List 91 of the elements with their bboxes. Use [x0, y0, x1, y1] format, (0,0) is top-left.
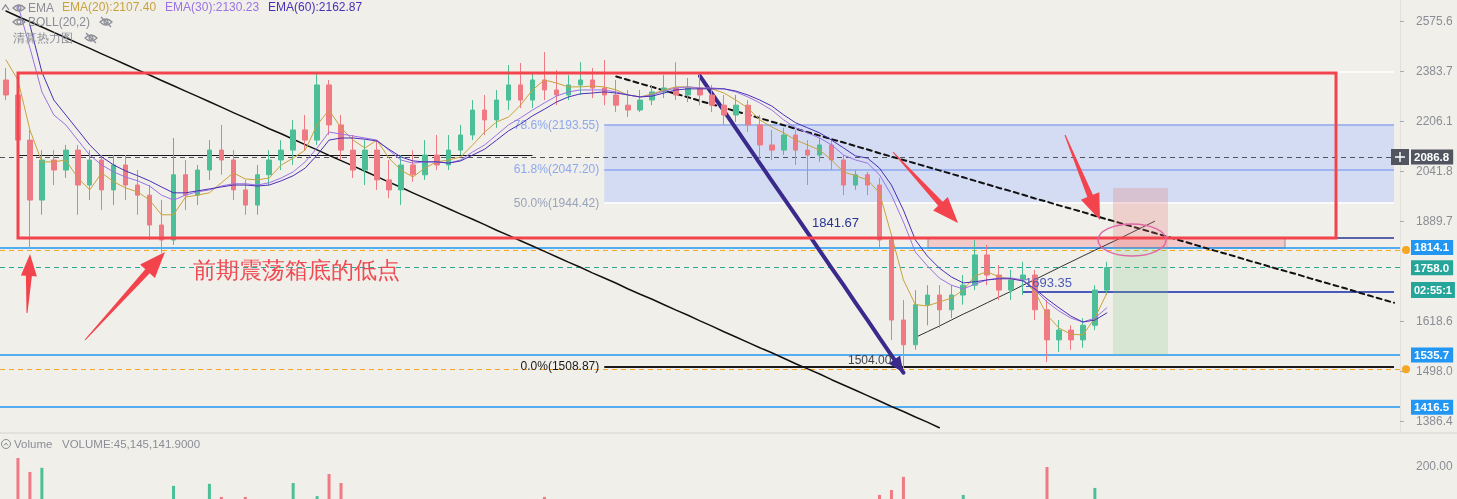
bar	[16, 458, 20, 499]
candlestick	[51, 149, 57, 186]
candlestick	[219, 124, 224, 176]
bar	[40, 467, 44, 499]
candlestick	[554, 69, 559, 106]
candlestick	[39, 149, 45, 216]
candlestick	[625, 89, 631, 118]
bar	[243, 496, 247, 499]
bar	[901, 476, 905, 499]
y-tick-label: 2383.7	[1416, 64, 1454, 79]
candlestick	[410, 149, 416, 183]
candlestick	[482, 94, 487, 136]
ref-line-label: 50.0%(1944.42)	[513, 195, 600, 210]
candlestick	[27, 129, 33, 249]
bar	[339, 483, 343, 499]
ref-line-label: 61.8%(2047.20)	[513, 162, 600, 177]
candlestick	[578, 61, 583, 96]
y-tick-label: 1386.4	[1416, 414, 1454, 429]
candlestick	[87, 149, 92, 201]
text: EMA(20):2107.40	[62, 0, 157, 14]
bar	[291, 483, 295, 499]
candlestick	[123, 154, 128, 201]
bar	[219, 496, 223, 499]
y-tick-label: 1498.0	[1416, 364, 1454, 379]
bar	[207, 483, 211, 499]
text: EMA(30):2130.23	[165, 0, 260, 14]
candlestick	[1044, 299, 1050, 363]
candlestick	[386, 159, 392, 199]
candlestick	[637, 89, 643, 113]
y-tick-label: 1618.6	[1416, 314, 1454, 329]
bar	[542, 496, 546, 499]
ref-line-label: 1535.7	[1414, 348, 1450, 361]
text: EMA(60):2162.87	[268, 0, 363, 14]
bar	[315, 496, 319, 499]
bar	[28, 471, 32, 499]
candlestick	[63, 144, 69, 179]
bar	[172, 485, 175, 499]
ref-line-label: 1758.0	[1414, 261, 1450, 274]
ref-line-label: 1416.5	[1414, 401, 1450, 414]
candlestick	[506, 64, 511, 111]
bar	[961, 494, 965, 499]
candlestick	[937, 284, 942, 329]
text: 200.00	[1416, 459, 1454, 473]
candlestick	[1020, 261, 1026, 296]
candlestick	[183, 159, 188, 211]
candlestick	[1104, 261, 1110, 296]
annotation: BOLL(20,2)	[28, 15, 91, 29]
candlestick	[350, 134, 356, 179]
candlestick	[494, 89, 499, 129]
candlestick	[1068, 324, 1074, 351]
candlestick	[278, 139, 284, 171]
y-tick-label: 1889.7	[1416, 214, 1454, 229]
candlestick	[171, 137, 176, 246]
candlestick	[398, 154, 404, 206]
legend-title: EMA	[28, 1, 55, 15]
candlestick	[75, 144, 81, 216]
candlestick	[290, 119, 296, 166]
candlestick	[949, 284, 954, 319]
chart-title: Volume	[14, 438, 53, 450]
candlestick	[518, 62, 523, 109]
y-tick-label: 2206.1	[1416, 114, 1454, 129]
candlestick	[542, 51, 547, 101]
candlestick	[243, 179, 248, 216]
candlestick	[135, 169, 140, 216]
chart-subtitle: VOLUME:45,145,141.9000	[62, 438, 201, 450]
text: 02:55:1	[1414, 284, 1452, 296]
candlestick	[1008, 269, 1014, 301]
bar	[1093, 487, 1097, 499]
candlestick	[1056, 319, 1062, 353]
candlestick	[925, 284, 930, 326]
ref-line-label: 2086.8	[1414, 150, 1450, 163]
candlestick	[613, 79, 619, 113]
candlestick	[984, 244, 990, 286]
bar	[877, 494, 881, 499]
candlestick	[374, 139, 380, 191]
candlestick	[326, 79, 332, 136]
bar	[327, 473, 331, 499]
bar	[889, 489, 893, 499]
candlestick	[458, 124, 463, 156]
candlestick	[913, 289, 918, 351]
y-tick-label: 2575.6	[1416, 14, 1454, 29]
candlestick	[3, 67, 9, 101]
ref-line-label: 1814.1	[1414, 241, 1450, 254]
ref-line-label: 0.0%(1508.87)	[520, 359, 600, 374]
y-tick-label: 2041.8	[1416, 164, 1454, 179]
bar	[1045, 467, 1049, 499]
candlestick	[302, 114, 308, 151]
candlestick	[207, 139, 212, 181]
candlestick	[314, 73, 320, 146]
candlestick	[362, 139, 368, 186]
candlestick	[470, 99, 475, 141]
